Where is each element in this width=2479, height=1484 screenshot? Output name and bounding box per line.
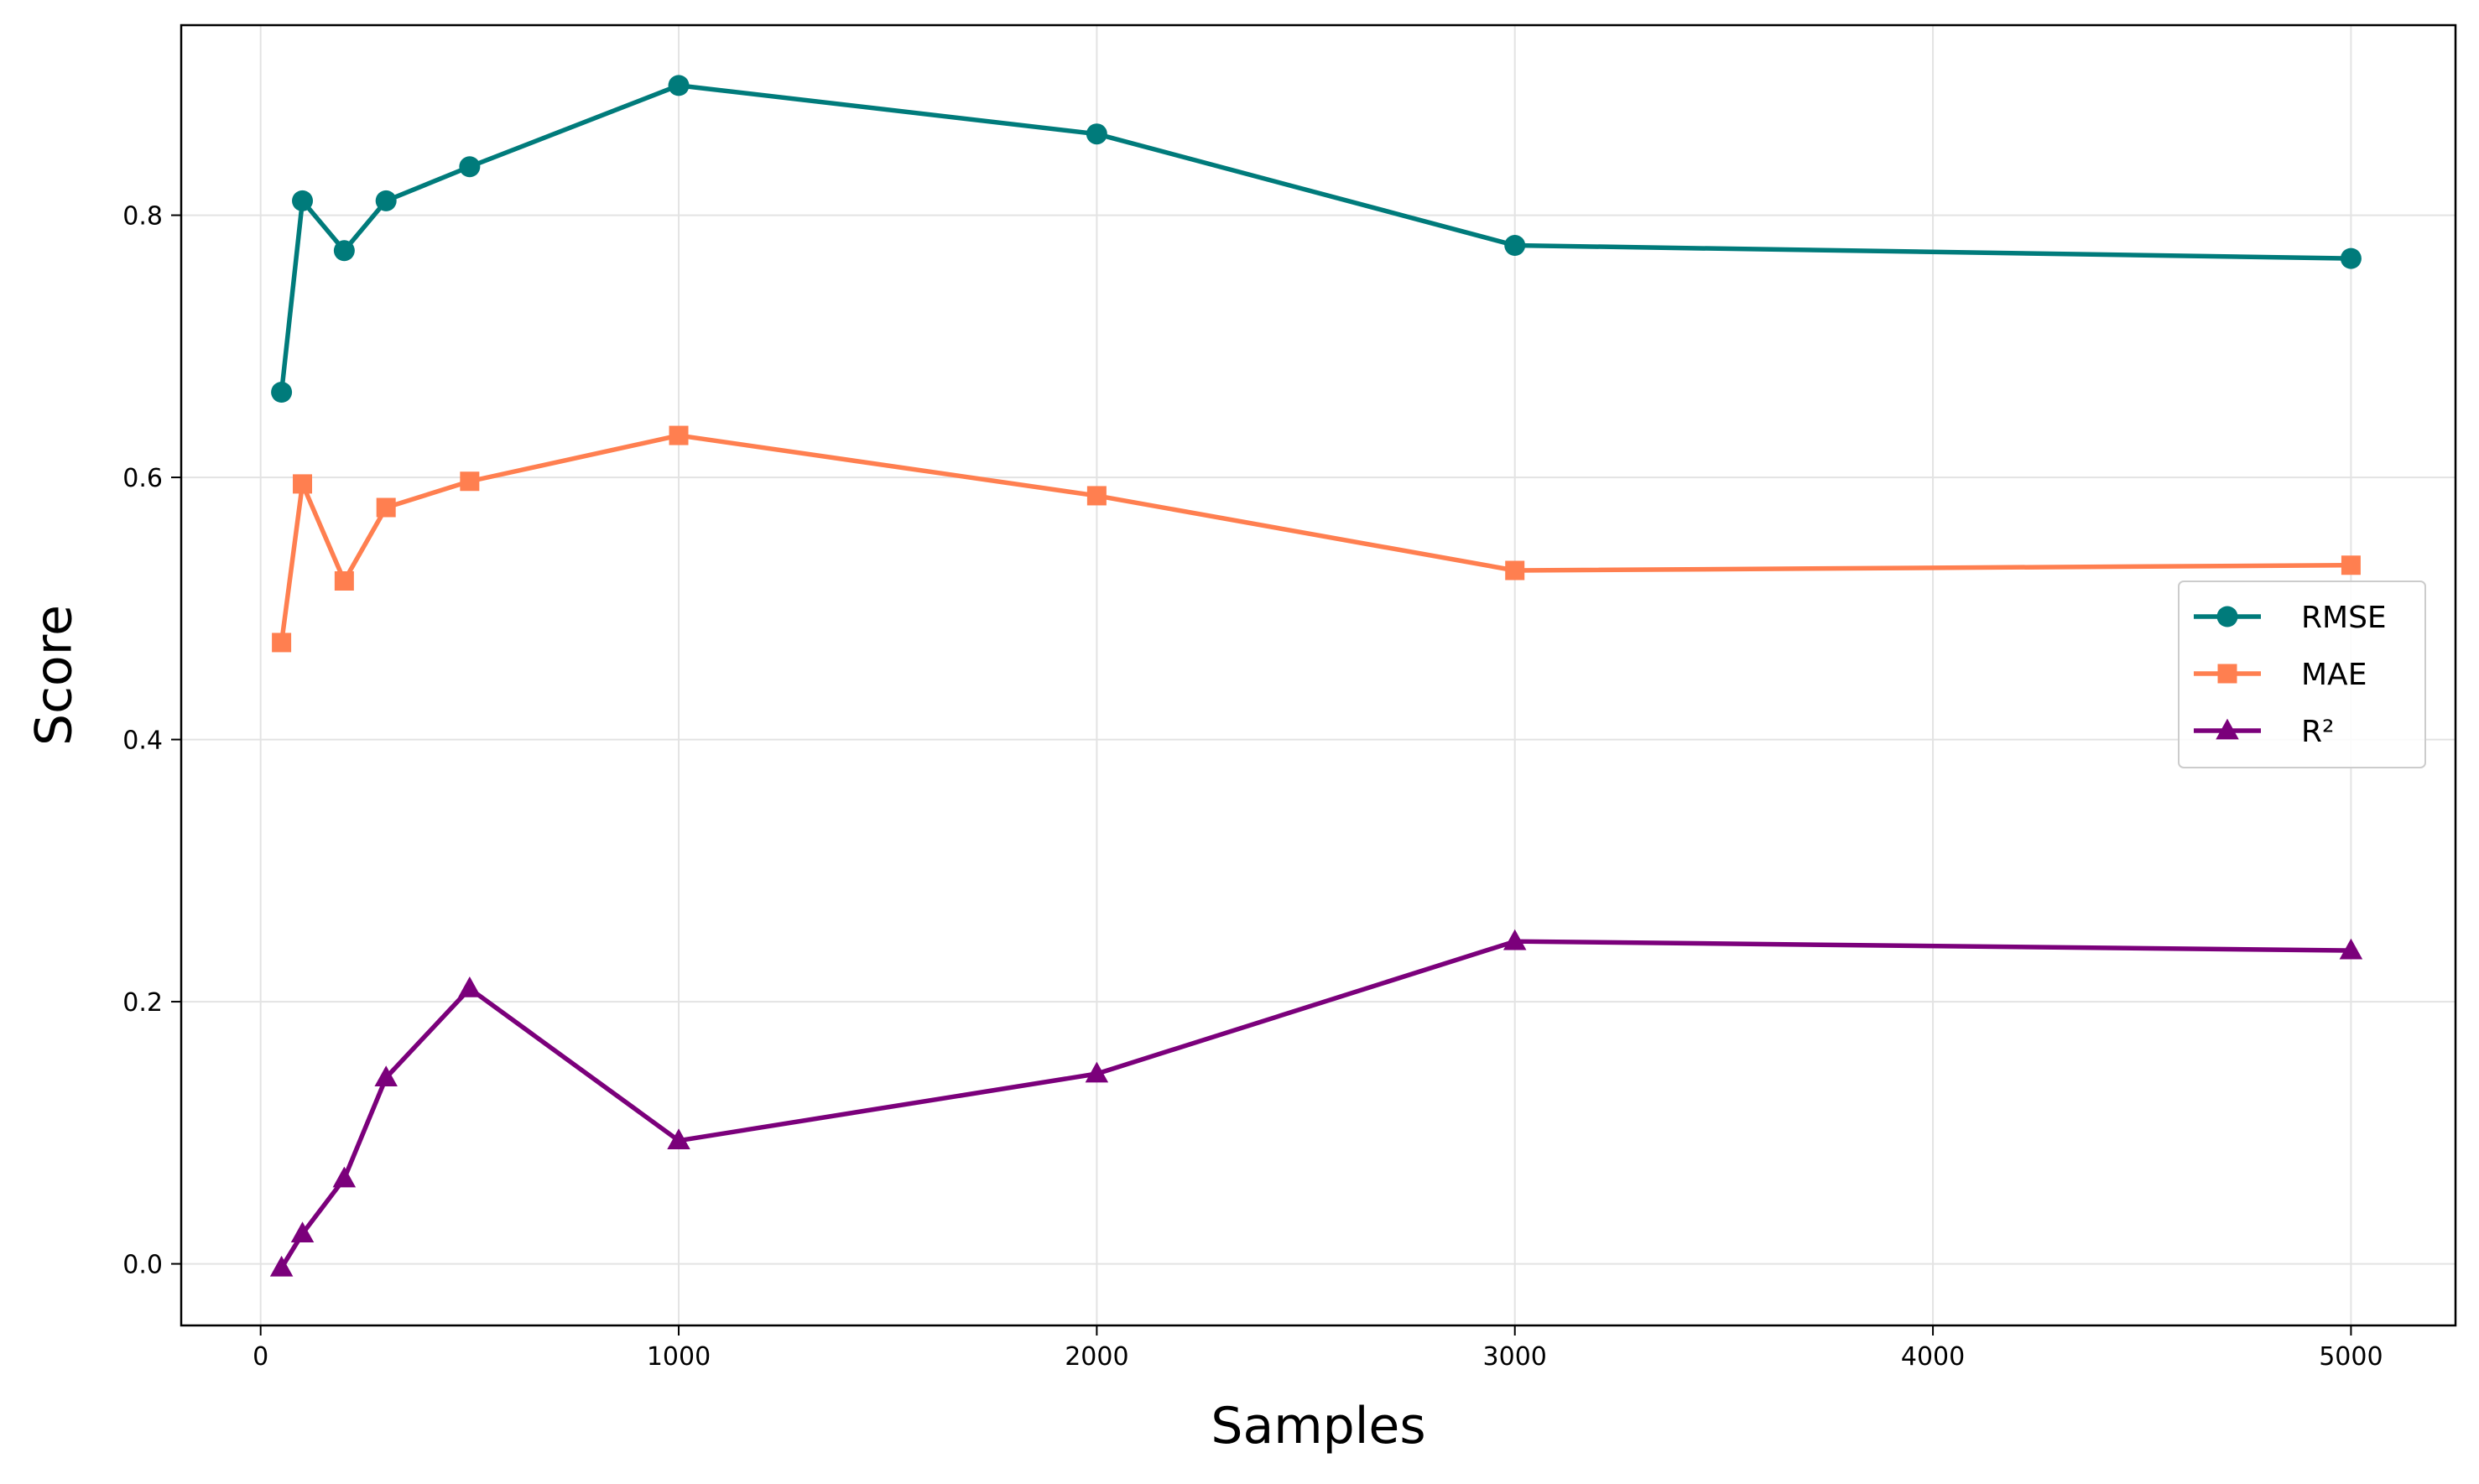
- data-point: [667, 1128, 690, 1149]
- series-r-2: [269, 929, 2363, 1277]
- y-tick-label: 0.4: [122, 726, 163, 756]
- data-point: [2339, 938, 2363, 960]
- data-point: [1503, 929, 1527, 950]
- data-point: [1505, 560, 1525, 581]
- legend-marker: [2216, 606, 2238, 627]
- data-point: [460, 471, 480, 492]
- data-point: [293, 474, 313, 494]
- data-point: [334, 571, 354, 591]
- legend-box: [2178, 581, 2426, 768]
- data-point: [1086, 486, 1107, 506]
- y-axis: 0.0 0.2 0.4 0.6 0.8: [122, 202, 181, 1280]
- legend-marker: [2216, 718, 2239, 740]
- legend-label: R²: [2301, 715, 2334, 749]
- series-layer: [269, 75, 2363, 1277]
- data-point: [1086, 123, 1107, 145]
- data-point: [374, 1065, 398, 1086]
- x-axis-label: Samples: [1211, 1397, 1425, 1455]
- data-point: [376, 497, 396, 518]
- series-line: [279, 83, 2351, 393]
- y-axis-label: Score: [25, 605, 84, 746]
- grid: [181, 25, 2456, 1325]
- y-tick-label: 0.6: [122, 464, 163, 493]
- legend-item: MAE: [2194, 658, 2367, 692]
- data-point: [668, 75, 690, 96]
- series-rmse-0: [271, 75, 2362, 403]
- data-point: [458, 976, 482, 997]
- legend-marker: [2217, 664, 2237, 684]
- data-point: [271, 382, 293, 403]
- data-point: [2341, 555, 2361, 575]
- series-line: [279, 939, 2351, 1269]
- data-point: [292, 190, 314, 211]
- legend-item: RMSE: [2194, 601, 2387, 635]
- data-point: [2340, 247, 2362, 269]
- data-point: [1504, 235, 1526, 256]
- y-tick-label: 0.2: [122, 988, 163, 1018]
- legend: RMSE MAE R²: [2178, 581, 2426, 768]
- x-tick-label: 3000: [1483, 1342, 1547, 1372]
- data-point: [272, 633, 292, 653]
- x-tick-label: 5000: [2319, 1342, 2383, 1372]
- data-point: [375, 190, 397, 211]
- data-point: [459, 156, 481, 178]
- data-point: [269, 1255, 294, 1277]
- series-mae-1: [272, 425, 2361, 653]
- y-tick-label: 0.8: [122, 202, 163, 232]
- x-axis: 0 1000 2000 3000 4000 5000: [253, 1325, 2383, 1372]
- plot-frame: [180, 23, 2457, 1327]
- x-tick-label: 4000: [1901, 1342, 1965, 1372]
- legend-label: MAE: [2301, 658, 2367, 692]
- x-tick-label: 2000: [1065, 1342, 1128, 1372]
- data-point: [669, 425, 689, 445]
- data-point: [290, 1221, 315, 1242]
- data-point: [1085, 1061, 1109, 1083]
- y-tick-label: 0.0: [122, 1251, 163, 1280]
- legend-label: RMSE: [2301, 601, 2387, 635]
- data-point: [332, 1166, 357, 1188]
- x-tick-label: 1000: [647, 1342, 711, 1372]
- legend-item: R²: [2194, 715, 2334, 749]
- data-point: [333, 240, 355, 262]
- x-tick-label: 0: [253, 1342, 268, 1372]
- series-line: [279, 433, 2351, 643]
